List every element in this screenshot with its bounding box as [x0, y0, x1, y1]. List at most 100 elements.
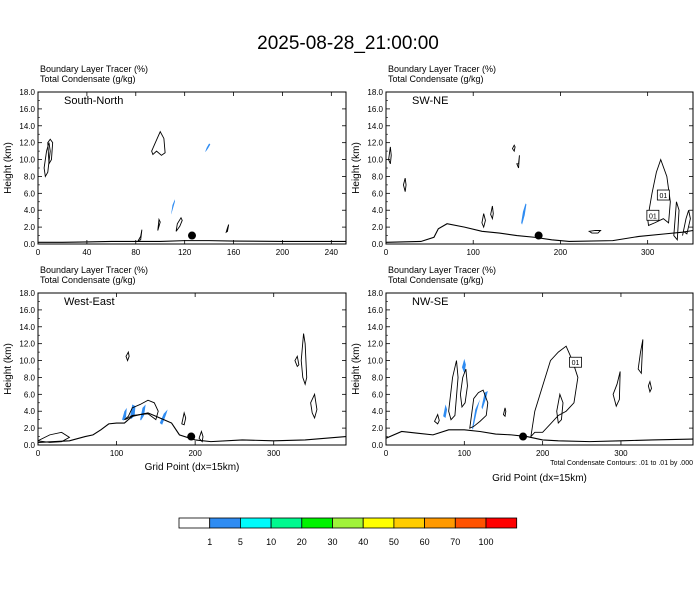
y-axis-label: Height (km)	[3, 343, 14, 395]
condensate-contour	[511, 144, 516, 153]
panel-label-sw-ne: SW-NE	[412, 95, 448, 107]
x-tick-label: 160	[227, 248, 241, 257]
location-marker	[519, 432, 528, 441]
contour-label-box	[569, 356, 582, 368]
header-tracer: Boundary Layer Tracer (%)	[40, 64, 148, 74]
plot-area	[38, 333, 346, 444]
tracer-blob	[122, 407, 127, 421]
tracer-blob	[461, 358, 466, 374]
x-tick-label: 200	[536, 449, 550, 458]
header-tracer: Boundary Layer Tracer (%)	[388, 64, 496, 74]
location-marker	[187, 432, 196, 441]
y-tick-label: 16.0	[367, 105, 383, 114]
panel-label-south-north: South-North	[64, 95, 123, 107]
terrain-line	[38, 240, 346, 243]
tracer-blob	[159, 409, 168, 425]
condensate-contour	[637, 339, 644, 375]
header-tracer: Boundary Layer Tracer (%)	[40, 265, 148, 275]
condensate-contour	[402, 178, 407, 192]
colorbar-box	[209, 517, 241, 529]
y-tick-label: 8.0	[372, 172, 384, 181]
y-tick-label: 14.0	[19, 323, 35, 332]
condensate-contour	[434, 413, 440, 425]
y-axis-label: Height (km)	[351, 343, 362, 395]
y-tick-label: 12.0	[19, 340, 35, 349]
condensate-contour	[137, 229, 143, 242]
y-tick-label: 8.0	[24, 373, 36, 382]
condensate-contour	[612, 371, 621, 408]
condensate-contour	[294, 355, 300, 368]
panel-sw-ne: Boundary Layer Tracer (%)Total Condensat…	[351, 64, 694, 257]
condensate-contour	[459, 368, 468, 409]
y-tick-label: 14.0	[367, 122, 383, 131]
tracer-blob	[171, 199, 175, 215]
y-tick-label: 10.0	[19, 357, 35, 366]
condensate-contour	[448, 360, 459, 421]
x-tick-label: 100	[467, 248, 481, 257]
y-tick-label: 18.0	[367, 88, 383, 97]
colorbar-box	[332, 517, 364, 529]
y-tick-label: 18.0	[367, 289, 383, 298]
colorbar: 1 5 10 20 30 40 50 60 70 100	[178, 517, 518, 547]
tracer-blob	[481, 390, 488, 410]
terrain-line	[38, 412, 346, 444]
condensate-contour	[43, 142, 51, 178]
y-tick-label: 18.0	[19, 289, 35, 298]
y-tick-label: 14.0	[367, 323, 383, 332]
condensate-contour	[310, 392, 318, 420]
plot-frame	[385, 292, 694, 446]
y-tick-label: 12.0	[367, 139, 383, 148]
x-tick-label: 0	[36, 248, 41, 257]
x-tick-label: 300	[267, 449, 281, 458]
colorbar-label: 5	[238, 537, 243, 547]
y-tick-label: 0.0	[24, 441, 36, 450]
condensate-contour	[530, 345, 579, 438]
header-condensate: Total Condensate (g/kg)	[40, 74, 136, 84]
plot-area: 01	[386, 339, 693, 443]
y-tick-label: 6.0	[24, 390, 36, 399]
terrain-line	[386, 223, 693, 243]
condensate-contour	[151, 130, 166, 156]
x-tick-label: 80	[131, 248, 140, 257]
x-axis-label: Grid Point (dx=15km)	[492, 473, 587, 484]
colorbar-box	[485, 517, 518, 529]
condensate-contour	[490, 205, 494, 221]
y-tick-label: 14.0	[19, 122, 35, 131]
y-tick-label: 6.0	[372, 390, 384, 399]
x-tick-label: 300	[641, 248, 655, 257]
y-tick-label: 16.0	[367, 306, 383, 315]
y-tick-label: 12.0	[367, 340, 383, 349]
x-tick-label: 200	[554, 248, 568, 257]
y-tick-label: 0.0	[372, 240, 384, 249]
x-tick-label: 100	[458, 449, 472, 458]
y-tick-label: 2.0	[24, 223, 36, 232]
plot-area: 01 01	[386, 144, 693, 243]
condensate-contour	[647, 380, 652, 394]
contour-footnote: Total Condensate Contours: .01 to .01 by…	[550, 460, 693, 467]
figure-title: 2025-08-28_21:00:00	[257, 33, 439, 54]
colorbar-box	[239, 517, 272, 529]
condensate-contour	[47, 138, 54, 166]
y-tick-label: 6.0	[24, 189, 36, 198]
condensate-contour	[682, 210, 691, 236]
tracer-blob	[443, 404, 448, 418]
colorbar-label: 100	[478, 537, 493, 547]
condensate-contour	[481, 213, 486, 229]
condensate-contour	[673, 201, 680, 241]
condensate-contour	[469, 389, 489, 429]
condensate-contour	[38, 431, 71, 443]
y-tick-label: 4.0	[372, 206, 384, 215]
y-tick-label: 2.0	[24, 424, 36, 433]
colorbar-box	[424, 517, 456, 529]
condensate-contour	[556, 392, 564, 425]
condensate-contour	[587, 230, 602, 234]
condensate-contour	[502, 407, 507, 418]
condensate-contour	[124, 399, 159, 421]
location-marker	[188, 231, 196, 240]
condensate-contour	[647, 158, 671, 227]
x-tick-label: 120	[178, 248, 192, 257]
condensate-contour	[181, 411, 187, 426]
panel-nw-se: Boundary Layer Tracer (%)Total Condensat…	[351, 265, 694, 484]
header-condensate: Total Condensate (g/kg)	[388, 275, 484, 285]
